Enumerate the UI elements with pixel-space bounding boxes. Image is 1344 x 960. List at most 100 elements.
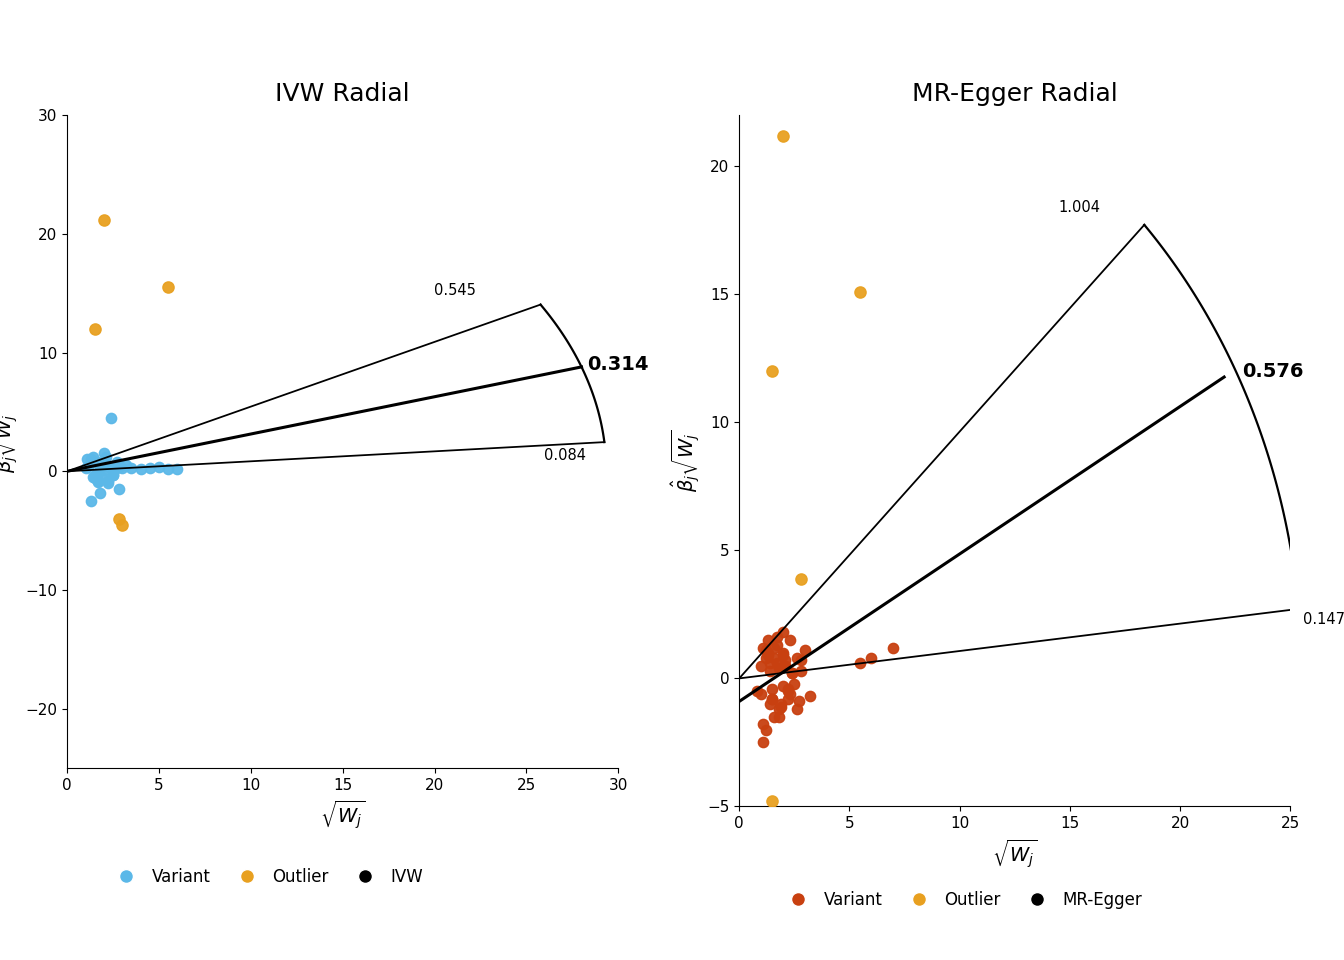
- Point: [774, 658, 796, 673]
- Point: [86, 454, 108, 469]
- Y-axis label: $\hat{\beta}_j\sqrt{W_j}$: $\hat{\beta}_j\sqrt{W_j}$: [0, 410, 20, 473]
- Point: [755, 650, 777, 665]
- Point: [786, 650, 808, 665]
- Point: [849, 656, 871, 671]
- Point: [746, 684, 767, 699]
- Point: [777, 681, 798, 696]
- Point: [757, 645, 778, 660]
- Point: [766, 637, 788, 653]
- Point: [138, 460, 161, 475]
- Point: [773, 645, 794, 660]
- Point: [763, 650, 785, 665]
- Point: [95, 456, 117, 471]
- Point: [790, 571, 812, 587]
- Point: [762, 364, 784, 379]
- Point: [770, 696, 792, 711]
- Text: 0.576: 0.576: [1242, 362, 1304, 381]
- Point: [95, 449, 117, 465]
- Point: [759, 663, 781, 679]
- Point: [75, 460, 97, 475]
- Point: [790, 663, 812, 679]
- Point: [81, 493, 102, 509]
- Point: [766, 656, 788, 671]
- Point: [108, 459, 129, 474]
- Point: [97, 475, 118, 491]
- Point: [766, 630, 788, 645]
- Point: [81, 452, 102, 468]
- Point: [82, 449, 103, 465]
- Point: [784, 676, 805, 691]
- Point: [83, 322, 106, 337]
- Point: [753, 717, 774, 732]
- Point: [101, 410, 122, 425]
- Point: [753, 734, 774, 750]
- Point: [755, 722, 777, 737]
- Text: 0.545: 0.545: [434, 283, 476, 299]
- Point: [91, 469, 113, 485]
- Point: [87, 474, 109, 490]
- Point: [87, 473, 109, 489]
- X-axis label: $\sqrt{W_j}$: $\sqrt{W_j}$: [320, 799, 366, 831]
- Point: [112, 460, 133, 475]
- Point: [97, 473, 118, 489]
- Point: [757, 648, 778, 663]
- Point: [108, 511, 129, 526]
- Point: [773, 648, 794, 663]
- Point: [83, 470, 106, 486]
- Point: [105, 461, 126, 476]
- Point: [763, 640, 785, 656]
- Point: [750, 686, 771, 702]
- Y-axis label: $\hat{\beta}_j\sqrt{W_j}$: $\hat{\beta}_j\sqrt{W_j}$: [669, 429, 702, 492]
- Point: [757, 633, 778, 648]
- Point: [774, 658, 796, 673]
- Point: [83, 468, 106, 483]
- Point: [849, 284, 871, 300]
- Point: [769, 702, 790, 717]
- Point: [762, 691, 784, 707]
- Point: [763, 709, 785, 725]
- Point: [759, 696, 781, 711]
- Point: [750, 658, 771, 673]
- Point: [770, 699, 792, 714]
- Point: [769, 660, 790, 676]
- Point: [90, 485, 112, 500]
- Point: [116, 458, 137, 473]
- Legend: Variant, Outlier, MR-Egger: Variant, Outlier, MR-Egger: [775, 884, 1148, 915]
- Point: [794, 642, 816, 658]
- Point: [108, 481, 129, 496]
- Point: [753, 640, 774, 656]
- Point: [130, 461, 152, 476]
- Text: 0.147: 0.147: [1304, 612, 1344, 627]
- Point: [93, 463, 114, 478]
- Text: 0.314: 0.314: [587, 355, 649, 374]
- Point: [788, 694, 809, 709]
- Point: [82, 469, 103, 485]
- Point: [157, 279, 179, 295]
- Point: [770, 660, 792, 676]
- Point: [777, 684, 798, 699]
- Point: [798, 688, 820, 704]
- Title: MR-Egger Radial: MR-Egger Radial: [911, 83, 1118, 107]
- Point: [786, 702, 808, 717]
- Point: [148, 459, 169, 474]
- Point: [167, 461, 188, 476]
- Point: [102, 468, 124, 483]
- Point: [755, 642, 777, 658]
- Point: [762, 691, 784, 707]
- Point: [780, 633, 801, 648]
- Legend: Variant, Outlier, IVW: Variant, Outlier, IVW: [103, 861, 430, 893]
- X-axis label: $\sqrt{W_j}$: $\sqrt{W_j}$: [992, 837, 1038, 870]
- Point: [762, 794, 784, 809]
- Point: [780, 686, 801, 702]
- Point: [121, 460, 142, 475]
- Point: [777, 691, 798, 707]
- Point: [102, 468, 124, 483]
- Point: [759, 656, 781, 671]
- Text: 0.084: 0.084: [544, 448, 586, 463]
- Point: [93, 445, 114, 461]
- Point: [883, 640, 905, 656]
- Point: [98, 459, 120, 474]
- Point: [773, 679, 794, 694]
- Point: [78, 458, 99, 473]
- Point: [773, 625, 794, 640]
